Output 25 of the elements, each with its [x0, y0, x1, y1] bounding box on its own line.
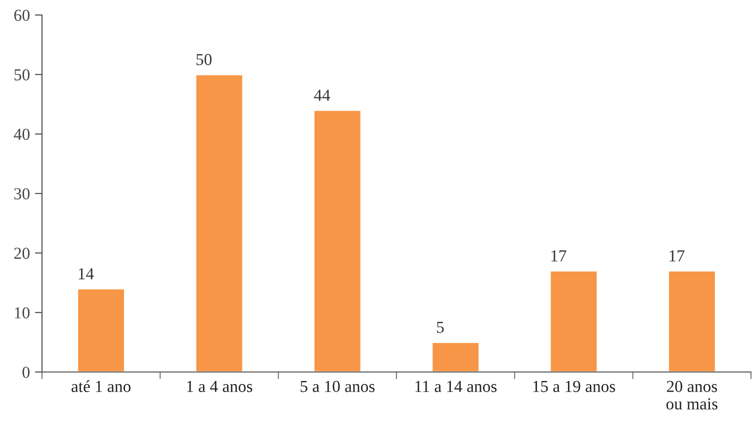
y-tick-label: 0	[22, 366, 30, 378]
y-tick-label: 50	[14, 69, 30, 80]
bar	[431, 342, 480, 372]
x-tick-label: 1 a 4 anos	[187, 380, 252, 392]
y-tick-label: 10	[14, 307, 30, 318]
y-tick-label: 30	[14, 188, 30, 200]
bar	[668, 270, 716, 372]
data-label: 17	[552, 250, 566, 262]
y-tick-label: 60	[14, 10, 30, 21]
data-label: 5	[437, 322, 444, 333]
x-tick-label: 15 a 19 anos	[533, 380, 616, 392]
x-tick-label: até 1 ano	[72, 380, 131, 392]
bar	[76, 288, 126, 372]
data-label: 14	[78, 268, 94, 280]
bar	[313, 110, 362, 372]
x-tick-label: 11 a 14 anos	[415, 380, 497, 392]
data-label: 44	[314, 90, 330, 101]
data-label: 17	[670, 250, 684, 262]
bar	[549, 270, 598, 372]
y-tick-label: 40	[14, 128, 30, 140]
data-label: 50	[196, 54, 212, 66]
bar	[194, 74, 244, 372]
x-tick-label: 20 anos ou mais	[666, 380, 718, 410]
y-tick-label: 20	[14, 248, 30, 259]
x-tick-label: 5 a 10 anos	[300, 380, 375, 392]
